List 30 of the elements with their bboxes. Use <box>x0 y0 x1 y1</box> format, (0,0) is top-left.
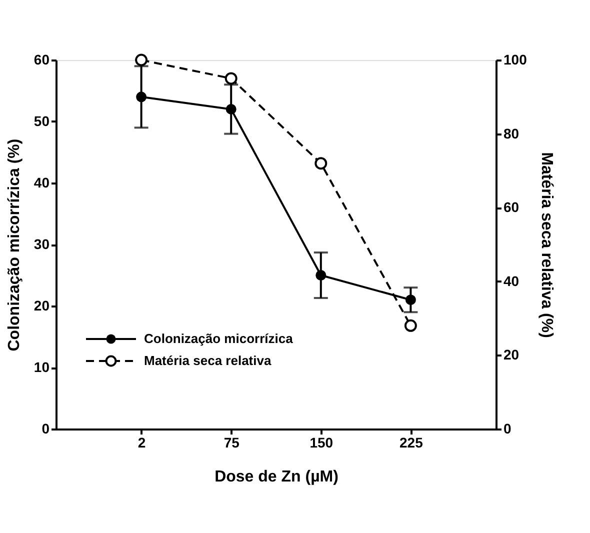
point <box>405 294 416 306</box>
y2-tick-label: 40 <box>504 272 520 289</box>
legend-label: Colonização micorrízica <box>144 331 294 346</box>
y-tick-label: 20 <box>34 298 50 314</box>
y-tick-label: 40 <box>34 174 50 190</box>
point <box>135 54 148 66</box>
y2-tick-label: 0 <box>504 420 512 436</box>
point <box>316 270 326 280</box>
point <box>136 92 147 102</box>
x-tick-label: 75 <box>224 434 240 450</box>
y-tick-label: 0 <box>42 420 50 436</box>
point <box>404 319 417 332</box>
y-tick-label: 60 <box>34 52 50 68</box>
x-tick-label: 2 <box>138 434 146 450</box>
x-axis-title: Dose de Zn (µM) <box>214 468 338 486</box>
y2-tick-label: 20 <box>504 346 520 363</box>
x-tick-label: 225 <box>400 434 424 450</box>
y2-tick-label: 60 <box>504 199 520 216</box>
y2-tick-label: 100 <box>504 52 528 68</box>
point <box>224 72 238 85</box>
x-tick-label: 150 <box>310 434 334 450</box>
y-tick-label: 50 <box>34 113 50 129</box>
legend-label: Matéria seca relativa <box>144 353 272 368</box>
y-tick-label: 30 <box>34 236 50 252</box>
y2-axis-title: Matéria seca relativa (%) <box>538 152 555 338</box>
y-axis-title: Colonização micorrízica (%) <box>6 138 23 352</box>
point <box>226 104 236 114</box>
y2-tick-label: 80 <box>504 125 520 142</box>
point <box>314 157 328 170</box>
y-tick-label: 10 <box>34 359 50 375</box>
